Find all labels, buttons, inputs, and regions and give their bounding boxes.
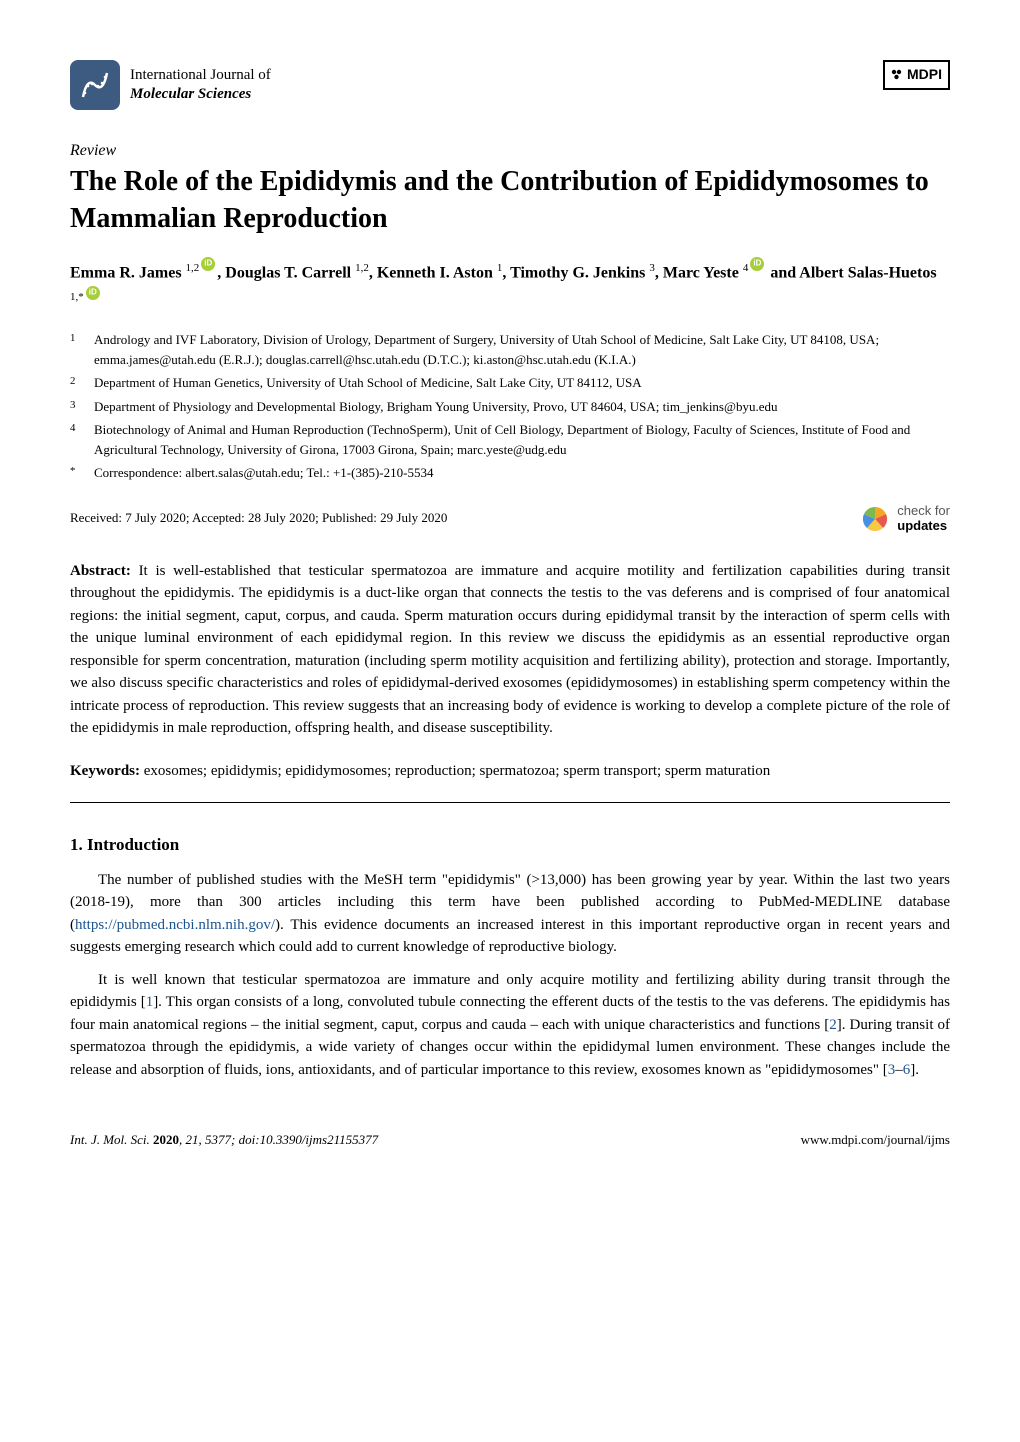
- orcid-icon[interactable]: [750, 257, 764, 271]
- affiliation-item: 4Biotechnology of Animal and Human Repro…: [94, 420, 950, 459]
- affiliation-item: 2Department of Human Genetics, Universit…: [94, 373, 950, 393]
- orcid-icon[interactable]: [86, 286, 100, 300]
- crossmark-icon: [859, 503, 891, 535]
- journal-icon: [70, 60, 120, 110]
- journal-name: International Journal of Molecular Scien…: [130, 66, 271, 105]
- footer-journal-url[interactable]: www.mdpi.com/journal/ijms: [801, 1131, 950, 1149]
- footer-citation: Int. J. Mol. Sci. 2020, 21, 5377; doi:10…: [70, 1131, 378, 1149]
- keywords: Keywords: exosomes; epididymis; epididym…: [70, 760, 950, 783]
- keywords-text: exosomes; epididymis; epididymosomes; re…: [144, 763, 771, 779]
- check-updates-line2: updates: [897, 519, 950, 533]
- affiliation-item: 1Andrology and IVF Laboratory, Division …: [94, 330, 950, 369]
- page-footer: Int. J. Mol. Sci. 2020, 21, 5377; doi:10…: [70, 1131, 950, 1149]
- keywords-label: Keywords:: [70, 763, 140, 779]
- article-title: The Role of the Epididymis and the Contr…: [70, 164, 950, 237]
- publisher-logo: MDPI: [883, 60, 950, 90]
- paragraph-1: The number of published studies with the…: [70, 869, 950, 959]
- check-updates-text: check for updates: [897, 504, 950, 533]
- pubmed-link[interactable]: https://pubmed.ncbi.nlm.nih.gov/: [75, 917, 275, 933]
- orcid-icon[interactable]: [201, 257, 215, 271]
- journal-logo: International Journal of Molecular Scien…: [70, 60, 271, 110]
- section-1-heading: 1. Introduction: [70, 833, 950, 857]
- abstract-text: It is well-established that testicular s…: [70, 563, 950, 737]
- citation-link[interactable]: 2: [829, 1017, 837, 1033]
- publisher-name: MDPI: [907, 65, 942, 85]
- affiliation-item: 3Department of Physiology and Developmen…: [94, 397, 950, 417]
- publication-dates: Received: 7 July 2020; Accepted: 28 July…: [70, 509, 447, 527]
- affiliations: 1Andrology and IVF Laboratory, Division …: [70, 330, 950, 483]
- abstract-label: Abstract:: [70, 563, 131, 579]
- section-divider: [70, 802, 950, 803]
- check-for-updates-button[interactable]: check for updates: [859, 503, 950, 535]
- check-updates-line1: check for: [897, 504, 950, 518]
- article-type: Review: [70, 140, 950, 162]
- publisher-icon: [891, 68, 905, 82]
- paragraph-2: It is well known that testicular spermat…: [70, 969, 950, 1082]
- journal-name-line2: Molecular Sciences: [130, 85, 271, 105]
- affiliation-item: *Correspondence: albert.salas@utah.edu; …: [94, 463, 950, 483]
- abstract: Abstract: It is well-established that te…: [70, 560, 950, 740]
- journal-name-line1: International Journal of: [130, 66, 271, 86]
- authors: Emma R. James 1,2, Douglas T. Carrell 1,…: [70, 257, 950, 315]
- section-1-body: The number of published studies with the…: [70, 869, 950, 1082]
